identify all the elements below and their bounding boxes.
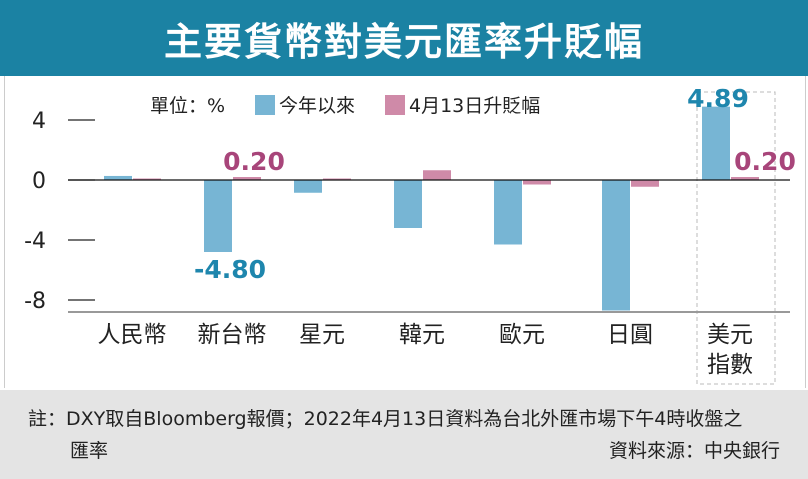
bar-ytd-5 [602,180,630,311]
category-label: 人民幣 [98,322,167,348]
data-label: -4.80 [194,255,266,284]
category-label: 星元 [299,322,345,348]
chart-header: 主要貨幣對美元匯率升貶幅 [0,0,808,76]
category-label: 美元 [707,322,753,348]
bar-apr13-5 [631,180,659,187]
data-label: 0.20 [734,147,796,176]
bar-ytd-4 [494,180,522,245]
chart-title: 主要貨幣對美元匯率升貶幅 [163,19,644,64]
bar-apr13-0 [133,178,161,180]
bar-apr13-6 [731,177,759,180]
y-tick-label: -8 [24,289,46,314]
bar-apr13-2 [323,178,351,180]
category-label: 韓元 [399,322,445,348]
dxy-highlight-box [696,91,776,385]
unit-label: 單位：% [150,95,225,117]
footnote-continued: 匯率 [70,440,109,462]
bar-ytd-0 [104,175,132,180]
footer: 註：DXY取自Bloomberg報價；2022年4月13日資料為台北外匯市場下午… [0,390,808,479]
bar-apr13-3 [423,170,451,180]
bar-ytd-1 [204,180,232,252]
footnote: 註：DXY取自Bloomberg報價；2022年4月13日資料為台北外匯市場下午… [28,408,743,430]
category-label: 日圓 [607,322,653,348]
legend-swatch [385,95,405,115]
bar-ytd-3 [394,180,422,228]
legend-swatch [255,95,275,115]
legend-label: 4月13日升貶幅 [409,95,540,117]
bar-ytd-6 [702,106,730,180]
category-label: 歐元 [499,322,545,348]
legend-label: 今年以來 [279,95,355,117]
y-tick-label: 4 [32,109,46,134]
source-credit: 資料來源：中央銀行 [608,440,780,462]
bar-apr13-4 [523,180,551,185]
category-label: 新台幣 [198,322,267,348]
chart-frame [4,76,806,388]
y-tick-label: -4 [24,229,46,254]
bar-ytd-2 [294,180,322,193]
category-label-cont: 指數 [707,352,753,378]
y-tick-label: 0 [32,169,46,194]
data-label: 4.89 [687,84,749,113]
data-label: 0.20 [223,147,285,176]
bar-apr13-1 [233,177,261,180]
